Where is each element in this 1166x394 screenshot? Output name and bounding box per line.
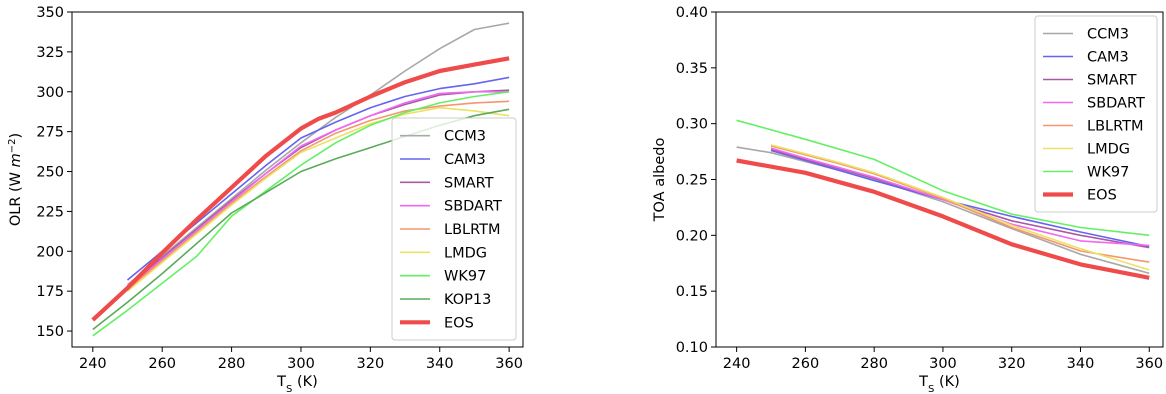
albedo-x-tick-label: 260 (792, 356, 820, 372)
olr-legend-label-smart: SMART (444, 175, 494, 191)
olr-x-tick-label: 300 (287, 356, 315, 372)
olr-x-tick-label: 360 (495, 356, 523, 372)
olr-legend-label-lblrtm: LBLRTM (444, 222, 501, 238)
olr-legend-label-kop13: KOP13 (444, 292, 491, 308)
olr-x-tick-label: 280 (218, 356, 246, 372)
albedo-x-tick-label: 320 (998, 356, 1026, 372)
olr-y-tick-label: 225 (36, 204, 64, 220)
olr-series-wk97 (92, 91, 510, 337)
albedo-x-tick-label: 240 (723, 356, 751, 372)
albedo-x-axis: 240 260 280 300 320 340 360 (723, 347, 1163, 372)
olr-legend: CCM3 CAM3 SMART SBDART LBLRTM LMDG WK97 KOP13 EO… (391, 117, 517, 341)
olr-y-axis-label: OLR (W m−2) (7, 133, 25, 226)
albedo-legend-label-smart: SMART (1087, 73, 1137, 89)
albedo-series-eos (736, 158, 1150, 280)
olr-x-tick-label: 240 (79, 356, 107, 372)
olr-y-axis: 150 175 200 225 250 275 300 325 350 (36, 5, 72, 340)
olr-y-tick-label: 350 (36, 5, 64, 21)
olr-legend-label-wk97: WK97 (444, 269, 486, 285)
olr-y-tick-label: 275 (36, 125, 64, 141)
albedo-series-sbdart (770, 147, 1150, 247)
olr-series-sbdart (126, 91, 510, 289)
albedo-legend-label-lmdg: LMDG (1087, 142, 1130, 158)
albedo-legend: CCM3 CAM3 SMART SBDART LBLRTM LMDG WK97 EOS (1034, 15, 1158, 213)
olr-x-tick-label: 340 (426, 356, 454, 372)
olr-legend-label-cam3: CAM3 (444, 152, 486, 168)
albedo-y-tick-label: 0.20 (676, 228, 708, 244)
albedo-legend-label-sbdart: SBDART (1087, 96, 1145, 112)
albedo-x-tick-label: 340 (1067, 356, 1095, 372)
olr-y-tick-label: 175 (36, 284, 64, 300)
albedo-y-tick-label: 0.30 (676, 117, 708, 133)
olr-x-axis: 240 260 280 300 320 340 360 (79, 347, 523, 372)
albedo-y-tick-label: 0.10 (676, 340, 708, 356)
olr-series-eos (91, 56, 510, 322)
albedo-y-tick-label: 0.15 (676, 284, 708, 300)
albedo-legend-label-cam3: CAM3 (1087, 50, 1129, 66)
olr-y-tick-label: 325 (36, 45, 64, 61)
olr-series-lmdg (126, 106, 510, 292)
olr-y-tick-label: 250 (36, 165, 64, 181)
olr-y-tick-label: 200 (36, 244, 64, 260)
albedo-x-tick-label: 300 (929, 356, 957, 372)
albedo-chart: 240 260 280 300 320 340 360 0.100.150.200.250.… (652, 5, 1164, 394)
albedo-y-axis-label: TOA albedo (652, 138, 668, 223)
olr-x-tick-label: 320 (357, 356, 385, 372)
albedo-legend-box (1034, 15, 1158, 213)
olr-legend-label-lmdg: LMDG (444, 245, 487, 261)
albedo-x-tick-label: 280 (860, 356, 888, 372)
albedo-legend-label-wk97: WK97 (1087, 165, 1129, 181)
albedo-legend-label-lblrtm: LBLRTM (1087, 119, 1144, 135)
olr-axes-frame (71, 11, 524, 348)
olr-x-axis-label: TS (K) (276, 374, 318, 394)
olr-legend-label-eos: EOS (444, 315, 474, 331)
albedo-series-layer (736, 119, 1150, 280)
albedo-y-tick-label: 0.25 (676, 173, 708, 189)
albedo-series-lmdg (770, 144, 1150, 271)
olr-y-tick-label: 300 (36, 85, 64, 101)
albedo-legend-label-ccm3: CCM3 (1087, 27, 1129, 43)
olr-chart: 240 260 280 300 320 340 360 150 175 200 225 250 275… (7, 5, 524, 394)
albedo-x-tick-label: 360 (1135, 356, 1163, 372)
albedo-y-tick-label: 0.35 (676, 61, 708, 77)
olr-legend-label-sbdart: SBDART (444, 199, 502, 215)
albedo-y-axis: 0.10 0.15 0.20 0.25 0.30 0.35 0.40 (676, 5, 716, 356)
olr-series-lblrtm (126, 100, 510, 291)
albedo-series-lblrtm (770, 145, 1150, 263)
olr-x-tick-label: 260 (148, 356, 176, 372)
albedo-x-axis-label: TS (K) (918, 374, 960, 394)
albedo-y-tick-label: 0.40 (676, 5, 708, 21)
olr-y-tick-label: 150 (36, 324, 64, 340)
albedo-legend-label-eos: EOS (1087, 188, 1117, 204)
albedo-series-wk97 (736, 119, 1150, 237)
olr-legend-box (391, 117, 517, 341)
olr-series-layer (91, 22, 510, 337)
olr-legend-label-ccm3: CCM3 (444, 129, 486, 145)
